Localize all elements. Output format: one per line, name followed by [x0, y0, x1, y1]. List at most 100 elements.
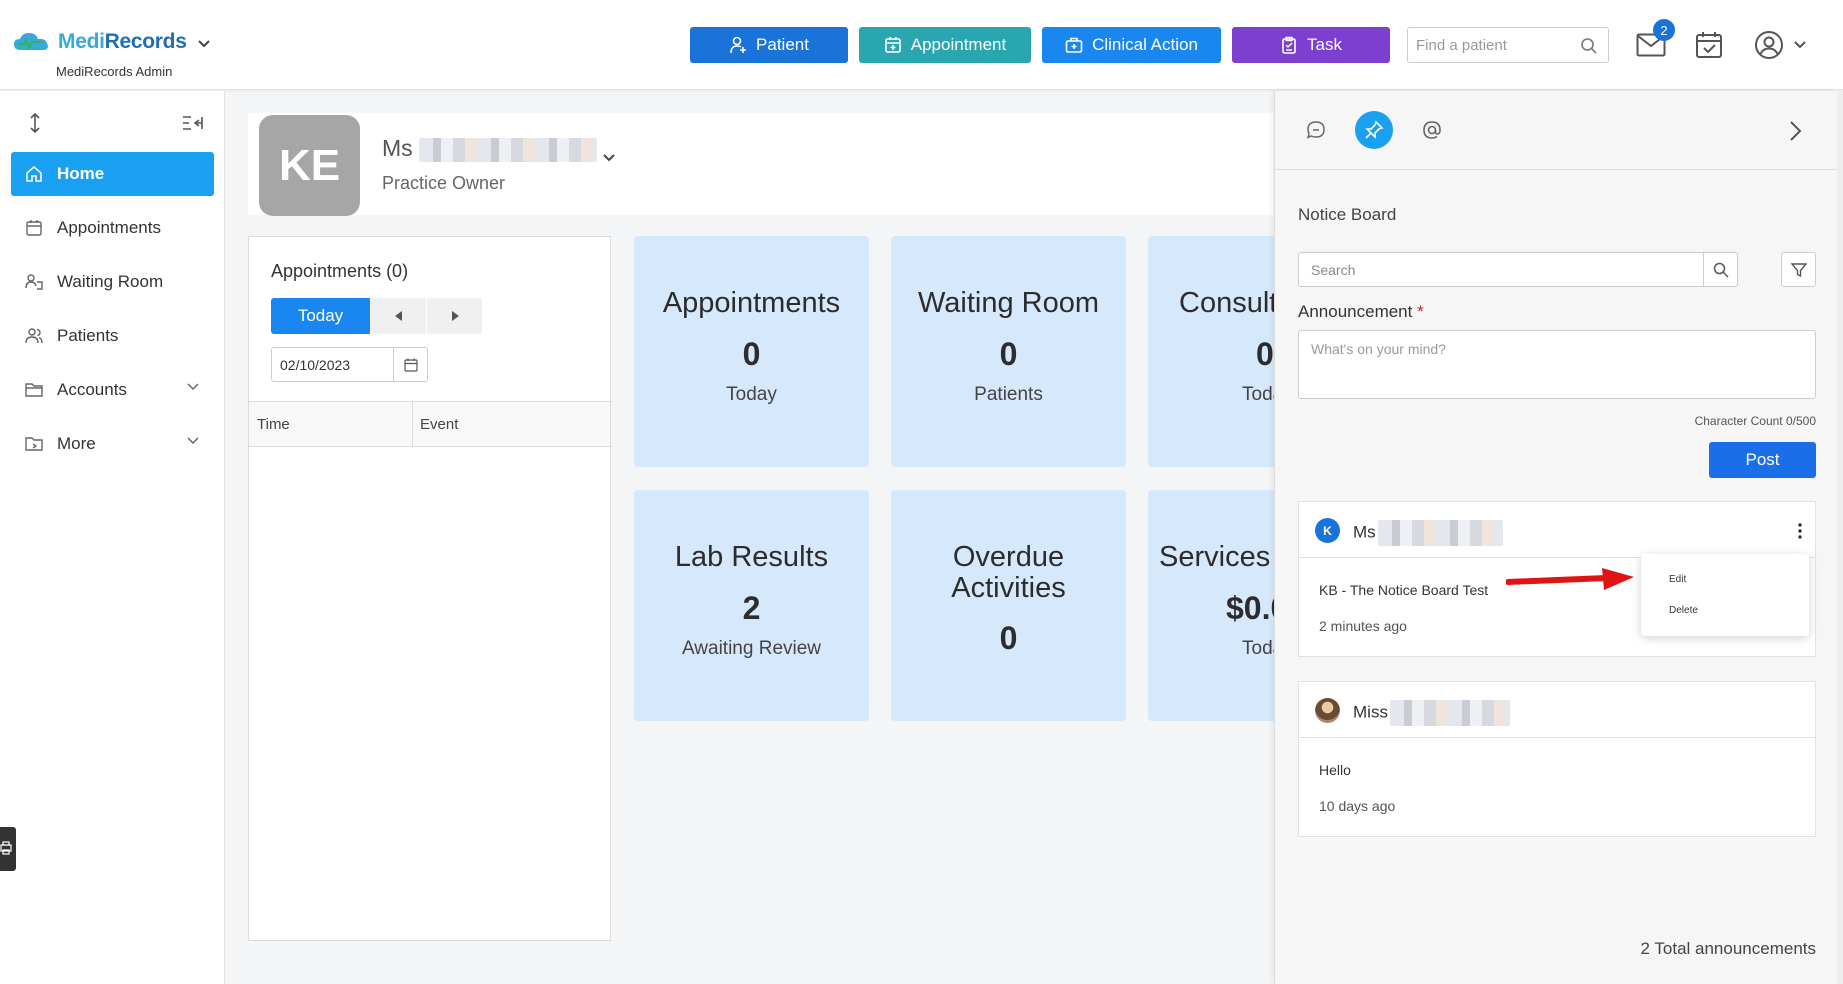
tile-title: Consultations: [1179, 287, 1274, 319]
search-icon: [1713, 262, 1729, 278]
tile-title: Overdue Activities: [951, 541, 1066, 604]
sidebar-item-waiting-room[interactable]: Waiting Room: [11, 260, 214, 304]
profile-header: KE Ms Practice Owner: [248, 113, 1273, 216]
announcement-header: K Ms: [1299, 502, 1815, 558]
notice-search-input[interactable]: [1299, 253, 1699, 286]
find-patient-input[interactable]: [1416, 28, 1576, 62]
announcement-label: Announcement *: [1298, 302, 1424, 321]
add-person-icon: [730, 36, 747, 54]
tile-consultations[interactable]: Consultations 0 Today: [1148, 236, 1274, 467]
tile-title: Appointments: [662, 287, 841, 319]
sidebar-item-label: Accounts: [57, 380, 127, 399]
chevron-down-icon[interactable]: [197, 39, 211, 49]
user-profile-icon[interactable]: [1754, 30, 1784, 60]
tile-subtitle: Today: [1242, 638, 1274, 659]
appointments-panel: Appointments (0) Today 02/10/2023 Time E…: [248, 236, 611, 941]
side-drawer-tab[interactable]: [0, 827, 16, 871]
sidebar-item-appointments[interactable]: Appointments: [11, 206, 214, 250]
announcement-context-menu: Edit Delete: [1641, 554, 1809, 636]
sidebar-item-label: More: [57, 434, 96, 453]
date-picker-button[interactable]: [393, 348, 427, 381]
calendar-check-icon[interactable]: [1695, 31, 1723, 59]
search-button[interactable]: [1703, 253, 1737, 286]
tile-subtitle: Patients: [974, 384, 1043, 405]
today-button[interactable]: Today: [271, 298, 370, 334]
post-button[interactable]: Post: [1709, 442, 1816, 478]
character-count: Character Count 0/500: [1694, 414, 1816, 428]
tile-value: 2: [742, 590, 761, 626]
tab-notice-board[interactable]: [1355, 111, 1393, 149]
new-task-button[interactable]: Task: [1232, 27, 1390, 63]
tile-appointments[interactable]: Appointments 0 Today: [634, 236, 869, 467]
more-vertical-icon[interactable]: [1797, 522, 1803, 540]
chevron-right-icon[interactable]: [1789, 120, 1803, 142]
delete-menu-item[interactable]: Delete: [1669, 605, 1698, 616]
previous-day-button[interactable]: [370, 298, 426, 334]
user-role: Practice Owner: [382, 173, 506, 193]
tile-value: $0.00: [1226, 590, 1274, 626]
sidebar-item-label: Patients: [57, 326, 119, 345]
calendar-icon: [403, 358, 418, 372]
tile-title: Lab Results: [674, 541, 829, 573]
announcement-body: Hello: [1319, 762, 1351, 778]
sidebar-tools: [24, 111, 204, 135]
tab-mentions[interactable]: [1413, 111, 1451, 149]
panel-tabs: [1275, 91, 1838, 170]
announcement-card: Miss Hello 10 days ago: [1298, 681, 1816, 837]
tile-value: 0: [999, 336, 1018, 372]
notice-board-panel: Notice Board Announcement * Character Co…: [1274, 91, 1838, 984]
redacted-name: [419, 137, 598, 162]
avatar: KE: [259, 115, 360, 216]
logo-text: MediRecords: [58, 30, 187, 53]
more-icon: [25, 437, 43, 451]
tile-overdue-activities[interactable]: Overdue Activities 0: [891, 490, 1126, 721]
tile-services-invoiced[interactable]: Services Invoiced $0.00 Today: [1148, 490, 1274, 721]
new-appointment-button[interactable]: Appointment: [859, 27, 1031, 63]
at-sign-icon: [1423, 121, 1441, 139]
search-icon[interactable]: [1580, 37, 1598, 55]
chevron-down-icon[interactable]: [602, 153, 616, 163]
filter-icon: [1790, 262, 1807, 277]
avatar: [1315, 698, 1340, 723]
author-name: Miss: [1353, 700, 1510, 726]
sidebar-item-home[interactable]: Home: [11, 152, 214, 196]
app-logo[interactable]: MediRecords: [12, 30, 211, 54]
tile-lab-results[interactable]: Lab Results 2 Awaiting Review: [634, 490, 869, 721]
tab-messages[interactable]: [1297, 111, 1335, 149]
author-name: Ms: [1353, 520, 1503, 546]
cloud-logo-icon: [14, 33, 48, 51]
tile-waiting-room[interactable]: Waiting Room 0 Patients: [891, 236, 1126, 467]
tile-value: 0: [999, 620, 1018, 656]
required-marker: *: [1417, 302, 1424, 321]
sidebar-item-label: Waiting Room: [57, 272, 164, 291]
announcement-textarea[interactable]: [1298, 330, 1816, 399]
account-subtitle: MediRecords Admin: [56, 64, 173, 79]
appointments-table-header: Time Event: [249, 401, 610, 447]
filter-button[interactable]: [1781, 252, 1816, 287]
collapse-sidebar-icon[interactable]: [182, 115, 204, 131]
column-header-time: Time: [257, 416, 290, 433]
tile-subtitle: Today: [1242, 384, 1274, 405]
edit-menu-item[interactable]: Edit: [1669, 574, 1687, 585]
sidebar-item-more[interactable]: More: [11, 422, 214, 466]
page-scrollbar[interactable]: [1837, 91, 1843, 984]
column-header-event: Event: [420, 416, 459, 433]
sidebar-item-patients[interactable]: Patients: [11, 314, 214, 358]
user-name[interactable]: Ms: [382, 135, 598, 162]
sidebar: Home Appointments Waiting Room Patients …: [0, 91, 225, 984]
tile-title: Services Invoiced: [1159, 541, 1274, 573]
new-patient-button[interactable]: Patient: [690, 27, 848, 63]
announcement-time: 10 days ago: [1319, 798, 1396, 814]
expand-vertical-icon[interactable]: [28, 113, 42, 133]
chat-bubble-icon: [1306, 121, 1325, 139]
announcement-time: 2 minutes ago: [1319, 618, 1407, 634]
sidebar-item-accounts[interactable]: Accounts: [11, 368, 214, 412]
chevron-down-icon[interactable]: [1793, 40, 1807, 50]
caret-right-icon: [451, 311, 459, 321]
notice-board-title: Notice Board: [1298, 205, 1397, 224]
date-picker-input[interactable]: 02/10/2023: [271, 347, 428, 382]
clinical-action-button[interactable]: Clinical Action: [1042, 27, 1221, 63]
appointments-title: Appointments (0): [271, 261, 409, 281]
next-day-button[interactable]: [426, 298, 482, 334]
chevron-down-icon: [187, 383, 199, 391]
